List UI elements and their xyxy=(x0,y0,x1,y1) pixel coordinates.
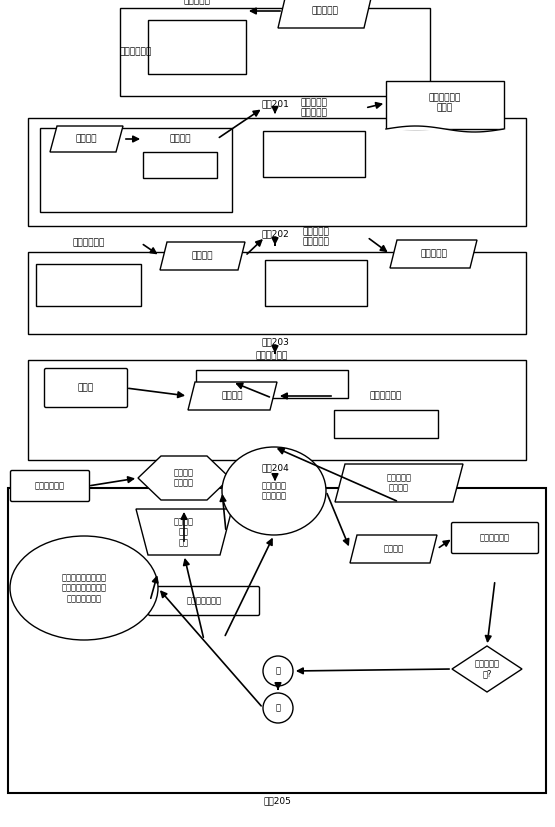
Bar xyxy=(40,128,232,212)
Text: 短信网关交
叉认证系统: 短信网关交 叉认证系统 xyxy=(302,227,330,246)
Circle shape xyxy=(263,656,293,686)
Bar xyxy=(8,488,546,793)
Text: 移动终端: 移动终端 xyxy=(222,391,243,400)
Text: 认证码短信: 认证码短信 xyxy=(420,250,447,259)
Text: 员工数据库: 员工数据库 xyxy=(184,0,210,6)
FancyBboxPatch shape xyxy=(44,369,128,408)
Text: 结束整个任务并向具
有相同任务的移动终
端发送完成信息: 结束整个任务并向具 有相同任务的移动终 端发送完成信息 xyxy=(62,573,107,603)
Text: 步骤202: 步骤202 xyxy=(261,230,289,238)
Text: 总体处理模块: 总体处理模块 xyxy=(72,238,105,247)
Polygon shape xyxy=(452,646,522,692)
Text: 水文水环境
监测仪器: 水文水环境 监测仪器 xyxy=(386,473,411,493)
Polygon shape xyxy=(160,242,245,270)
Bar xyxy=(143,152,217,178)
FancyBboxPatch shape xyxy=(149,586,260,615)
Text: 组织监测
执行小组: 组织监测 执行小组 xyxy=(174,468,194,488)
Polygon shape xyxy=(50,126,123,152)
Text: 任务处理模块: 任务处理模块 xyxy=(120,47,152,56)
FancyBboxPatch shape xyxy=(11,471,89,501)
Bar xyxy=(334,410,438,438)
Bar xyxy=(263,131,365,177)
Text: 短信网关交
叉认证系统: 短信网关交 叉认证系统 xyxy=(301,98,327,117)
Text: 步骤205: 步骤205 xyxy=(263,796,291,805)
Polygon shape xyxy=(335,464,463,502)
Polygon shape xyxy=(138,456,230,500)
Text: 拟定任务: 拟定任务 xyxy=(75,135,97,144)
Text: 否: 否 xyxy=(275,667,280,676)
Text: 全部断面完
成?: 全部断面完 成? xyxy=(475,659,500,679)
Polygon shape xyxy=(188,382,277,410)
FancyBboxPatch shape xyxy=(452,523,538,553)
Text: 步骤203: 步骤203 xyxy=(261,337,289,347)
Text: 总体处理模块: 总体处理模块 xyxy=(256,351,288,361)
Bar xyxy=(28,118,526,226)
Text: 仪器设备
车辆
船只: 仪器设备 车辆 船只 xyxy=(174,517,194,547)
Ellipse shape xyxy=(222,447,326,535)
Text: 移动终端: 移动终端 xyxy=(384,544,403,553)
Bar xyxy=(148,20,246,74)
Text: 步骤201: 步骤201 xyxy=(261,99,289,108)
Bar xyxy=(196,370,348,398)
Text: 检查移动终端
的短信: 检查移动终端 的短信 xyxy=(429,93,461,112)
Bar xyxy=(120,8,430,96)
Text: 总体处理模块: 总体处理模块 xyxy=(480,533,510,543)
Polygon shape xyxy=(390,240,477,268)
Text: 地理信息数据库: 地理信息数据库 xyxy=(186,596,221,605)
Text: 到达指定地
点进行监测: 到达指定地 点进行监测 xyxy=(261,481,286,500)
Text: 个人任务表单: 个人任务表单 xyxy=(370,391,402,400)
Bar xyxy=(386,81,504,129)
Text: 员工手机号: 员工手机号 xyxy=(311,7,339,16)
Circle shape xyxy=(263,693,293,723)
Text: 步骤204: 步骤204 xyxy=(261,463,289,472)
Bar xyxy=(265,260,367,306)
Text: 是: 是 xyxy=(275,704,280,713)
Polygon shape xyxy=(136,509,232,555)
Text: 个人任务表单: 个人任务表单 xyxy=(35,481,65,490)
Polygon shape xyxy=(350,535,437,563)
Ellipse shape xyxy=(10,536,158,640)
Text: 移动终端: 移动终端 xyxy=(191,251,213,261)
Text: 任务表单: 任务表单 xyxy=(169,135,191,144)
Text: 认证码: 认证码 xyxy=(78,384,94,393)
Bar xyxy=(28,360,526,460)
Bar xyxy=(36,264,141,306)
Bar xyxy=(28,252,526,334)
Polygon shape xyxy=(278,0,372,28)
